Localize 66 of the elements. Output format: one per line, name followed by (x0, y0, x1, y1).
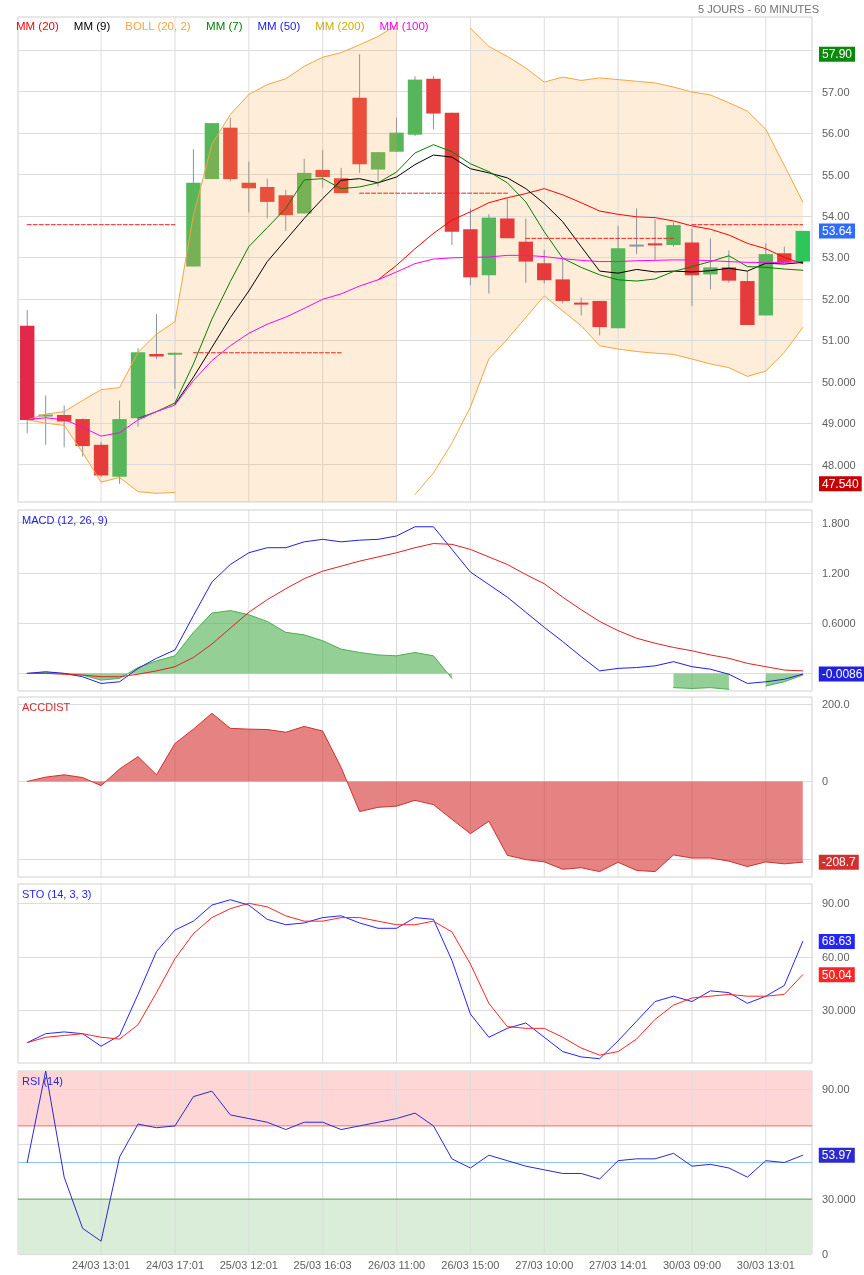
legend-label: MM (50) (257, 20, 301, 32)
y-tick-label: 60.00 (822, 950, 850, 963)
chart-title: MACD (12, 26, 9) (22, 513, 108, 526)
chart-title: ACCDIST (22, 700, 71, 713)
data-label: -0.0086 (821, 667, 863, 682)
x-tick-label: 26/03 15:00 (441, 1258, 500, 1271)
candlestick (555, 257, 570, 304)
x-tick-label: 24/03 13:01 (72, 1258, 131, 1271)
text: MM (20) (16, 20, 59, 32)
candlestick (370, 151, 386, 188)
candlestick (647, 218, 663, 261)
candlestick (149, 313, 164, 360)
data-label: 53.97 (821, 1148, 853, 1163)
x-tick-label: 30/03 09:00 (662, 1258, 722, 1271)
candlestick (629, 208, 644, 255)
candlestick (167, 351, 183, 390)
y-tick-label: 49.000 (822, 417, 856, 430)
text: 53.64 (822, 223, 853, 238)
y-tick-label: 55.00 (822, 168, 850, 181)
y-tick-label: 51.00 (822, 334, 850, 347)
legend-label: MM (200) (315, 20, 365, 32)
y-tick-label: 53.00 (822, 251, 850, 264)
y-tick-label: 30.000 (822, 1004, 856, 1017)
text: MM (100) (379, 20, 429, 32)
x-tick-label: 30/03 13:01 (736, 1258, 795, 1271)
x-tick-label: 25/03 16:03 (293, 1258, 352, 1271)
y-tick-label: 200.0 (822, 697, 850, 710)
chart-subtitle: 5 JOURS - 60 MINUTES (697, 2, 820, 15)
y-tick-label: 54.00 (822, 209, 850, 222)
y-tick-label: 0 (822, 1248, 829, 1260)
candlestick (315, 149, 330, 189)
y-tick-label: 48.000 (822, 458, 856, 471)
y-tick-label: 1.800 (822, 516, 850, 529)
y-tick-label: 90.00 (822, 1083, 850, 1096)
x-tick-label: 24/03 17:01 (145, 1258, 205, 1271)
candlestick (537, 249, 552, 285)
candlestick (241, 161, 257, 213)
text: 47.540 (822, 476, 860, 491)
text: MM (7) (206, 20, 243, 32)
y-tick-label: 57.00 (822, 85, 850, 98)
data-label: -208.7 (821, 855, 857, 870)
x-tick-label: 25/03 12:01 (219, 1258, 278, 1271)
x-tick-label: 27/03 14:01 (589, 1258, 648, 1271)
x-tick-label: 27/03 10:00 (515, 1258, 574, 1271)
text: BOLL (20, 2) (125, 20, 191, 32)
candlestick (389, 117, 404, 153)
data-label: 68.63 (821, 934, 853, 949)
candlestick (500, 197, 515, 239)
text: 57.90 (822, 47, 853, 62)
data-label: 50.04 (821, 967, 853, 982)
candlestick (260, 178, 275, 219)
y-tick-label: 52.00 (822, 292, 850, 305)
y-tick-label: 50.000 (822, 375, 856, 388)
y-tick-label: 0 (822, 775, 829, 788)
candlestick (666, 221, 681, 248)
x-tick-label: 26/03 11:00 (367, 1258, 426, 1271)
y-tick-label: 56.00 (822, 127, 850, 140)
y-tick-label: 90.00 (822, 897, 850, 910)
text: MM (9) (73, 20, 111, 32)
line-series (377, 188, 804, 281)
y-tick-label: 0.6000 (822, 617, 856, 630)
y-tick-label: 30.000 (822, 1193, 856, 1206)
candlestick (721, 249, 737, 284)
chart-title: STO (14, 3, 3) (22, 887, 92, 900)
candlestick (518, 217, 533, 284)
y-tick-label: 1.200 (822, 566, 850, 579)
